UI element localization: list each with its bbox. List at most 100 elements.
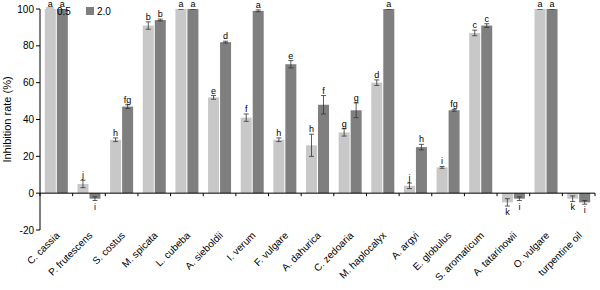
x-tick [497,193,498,196]
error-bar [321,96,326,114]
bar [285,64,296,193]
bar [339,132,350,193]
x-tick [529,193,530,196]
error-bar [256,10,261,12]
x-tick [595,193,596,196]
significance-letter: b [146,12,151,22]
x-tick-label: M. haplocalyx [337,230,388,281]
y-tick [36,9,40,10]
error-bar [374,80,379,86]
significance-letter: f [322,86,325,96]
bar [143,26,154,194]
error-bar [472,30,477,36]
x-tick [137,193,138,196]
x-tick [235,193,236,196]
significance-letter: e [211,86,216,96]
bar [383,9,394,193]
bar [220,42,231,193]
significance-letter: h [276,128,281,138]
error-bar [550,9,555,10]
error-bar [125,105,130,109]
bar [122,107,133,194]
y-tick [36,193,40,194]
bar [45,9,56,193]
bar [57,9,68,193]
error-bar [288,61,293,68]
error-bar [211,96,216,100]
significance-letter: c [484,14,489,24]
x-tick-label: A. tatarinowii [471,230,519,278]
y-tick-label: 0 [28,188,34,199]
y-tick [36,230,40,231]
error-bar [223,41,228,43]
significance-letter: i [518,202,520,212]
legend-label: 2.0 [97,6,111,17]
x-tick-label: P. frutescens [46,230,94,278]
bar [273,140,284,193]
error-bar [146,22,151,29]
y-tick-label: 100 [17,4,34,15]
bar [547,9,558,193]
significance-letter: k [570,202,575,212]
error-bar [407,183,412,189]
error-bar [582,201,587,205]
x-tick-label: turpentine oil [536,230,584,278]
legend-swatch [46,7,54,15]
x-tick-label: M. spicata [120,229,160,269]
x-axis [40,193,595,194]
error-bar [309,134,314,156]
error-bar [452,109,457,111]
significance-letter: b [158,9,163,19]
x-tick [301,193,302,196]
error-bar [80,180,85,187]
bar [155,20,166,193]
significance-letter: j [81,170,84,180]
significance-letter: f [245,104,248,114]
y-tick-label: -20 [20,225,35,236]
bar [208,97,219,193]
bar [371,83,382,193]
y-tick [36,156,40,157]
error-bar [276,138,281,142]
x-tick [431,193,432,196]
bar [175,9,186,193]
bar [187,9,198,193]
bar [318,105,329,193]
bar [351,110,362,193]
y-tick [36,45,40,46]
bar [253,11,264,193]
y-axis-label: Inhibition rate (%) [1,76,13,162]
bar [437,167,448,193]
significance-letter: i [441,156,443,166]
x-tick [105,193,106,196]
x-tick [170,193,171,196]
error-bar [419,144,424,150]
x-tick [464,193,465,196]
y-tick-label: 20 [23,151,35,162]
significance-letter: j [407,173,410,183]
significance-letter: a [256,0,261,10]
significance-letter: a [190,0,195,9]
error-bar [484,24,489,28]
significance-letter: fg [124,95,132,105]
significance-letter: a [538,0,543,9]
significance-letter: fg [450,99,458,109]
x-tick [268,193,269,196]
x-tick [562,193,563,196]
bar [481,26,492,194]
x-tick-label: A. sieboldii [183,230,225,272]
significance-letter: k [505,207,510,217]
error-bar [354,103,359,118]
significance-letter: e [288,51,293,61]
significance-letter: d [223,31,228,41]
significance-letter: g [354,93,359,103]
significance-letter: a [386,0,391,9]
significance-letter: d [374,70,379,80]
bar [449,110,460,193]
significance-letter: h [309,124,314,134]
bar [416,147,427,193]
error-bar [505,199,510,206]
error-bar [113,138,118,142]
chart: -20020406080100Inhibition rate (%)ajhbae… [0,0,600,290]
error-bar [440,166,445,168]
